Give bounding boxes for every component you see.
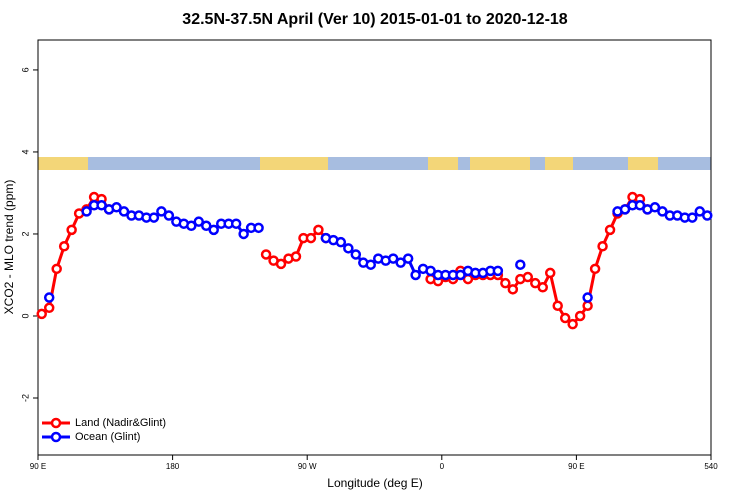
x-tick-label: 90 E xyxy=(568,462,584,471)
point xyxy=(193,216,205,227)
point xyxy=(66,224,77,236)
point xyxy=(649,202,661,213)
point xyxy=(702,210,713,221)
point xyxy=(582,292,593,303)
point xyxy=(544,267,556,279)
y-tick-label: 2 xyxy=(20,231,30,236)
point xyxy=(387,253,399,264)
point xyxy=(425,265,436,277)
x-tick-label: 540 xyxy=(704,462,718,471)
point xyxy=(500,277,511,289)
legend-marker xyxy=(50,417,62,429)
point xyxy=(186,220,197,232)
point xyxy=(260,249,272,260)
legend-label: Land (Nadir&Glint) xyxy=(75,417,166,429)
point xyxy=(111,202,122,213)
point xyxy=(687,212,698,223)
point xyxy=(36,308,47,320)
point xyxy=(559,312,571,324)
point xyxy=(582,300,593,311)
x-tick-label: 90 E xyxy=(30,462,46,471)
point xyxy=(574,310,586,322)
point xyxy=(365,259,377,270)
point xyxy=(657,206,668,217)
y-tick-label: 6 xyxy=(20,67,30,72)
point xyxy=(335,236,347,248)
x-tick-label: 0 xyxy=(440,462,445,471)
point xyxy=(402,253,414,264)
point xyxy=(81,206,92,217)
point xyxy=(604,224,616,236)
point xyxy=(238,228,249,240)
point xyxy=(694,206,706,217)
point xyxy=(313,224,324,236)
y-axis-label: XCO2 - MLO trend (ppm) xyxy=(2,180,16,315)
x-tick-label: 180 xyxy=(166,462,180,471)
point xyxy=(343,243,354,254)
x-axis-label: Longitude (deg E) xyxy=(327,476,422,490)
plot-frame xyxy=(37,39,712,456)
point xyxy=(58,241,70,252)
point xyxy=(253,222,264,234)
point xyxy=(163,210,175,221)
y-tick-label: 4 xyxy=(20,149,30,154)
point xyxy=(567,318,578,330)
point xyxy=(43,302,55,314)
map-strip xyxy=(38,157,711,170)
point xyxy=(43,292,55,303)
point xyxy=(156,206,167,217)
point xyxy=(290,251,302,262)
point xyxy=(208,224,219,236)
y-tick-label: -2 xyxy=(20,394,30,402)
point xyxy=(589,263,601,275)
point xyxy=(507,284,519,295)
point xyxy=(619,204,631,215)
point xyxy=(350,249,362,260)
point xyxy=(305,232,317,244)
point xyxy=(530,277,541,289)
point xyxy=(455,269,466,281)
point xyxy=(51,263,62,275)
point xyxy=(118,206,130,217)
point xyxy=(275,258,287,270)
point xyxy=(515,259,526,270)
point xyxy=(148,212,160,223)
point xyxy=(634,200,646,211)
point xyxy=(230,218,242,229)
legend-label: Ocean (Glint) xyxy=(75,431,140,443)
point xyxy=(522,271,534,283)
legend-marker xyxy=(50,431,62,443)
point xyxy=(492,265,504,277)
point xyxy=(597,241,608,252)
chart-title: 32.5N-37.5N April (Ver 10) 2015-01-01 to… xyxy=(182,11,568,28)
y-tick-label: 0 xyxy=(20,313,30,318)
x-tick-label: 90 W xyxy=(298,462,317,471)
point xyxy=(537,282,548,293)
point xyxy=(201,220,212,232)
point xyxy=(410,269,421,281)
point xyxy=(96,200,107,211)
point xyxy=(552,300,563,311)
point xyxy=(395,257,406,268)
